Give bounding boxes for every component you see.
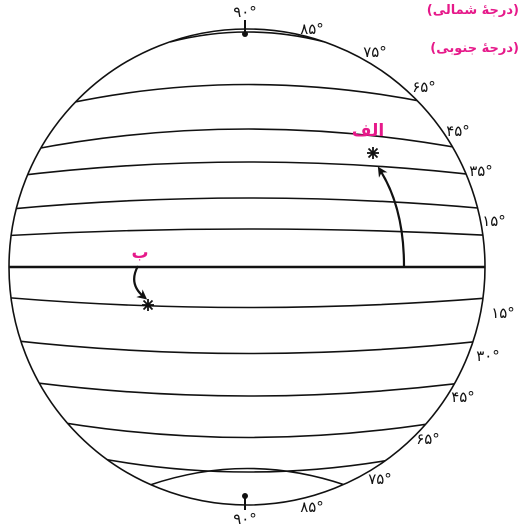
degree-label-s65: ۶۵°: [416, 430, 440, 448]
latitude-line-s65: [19, 414, 481, 439]
degree-label-bottom-pole: ۹۰°: [233, 510, 257, 526]
latitude-line-s85: [149, 467, 346, 486]
degree-label-n85: ۸۵°: [300, 20, 324, 38]
north-degree-note: (درجهٔ شمالی): [427, 3, 519, 18]
point-b-arrow: [133, 265, 148, 300]
point-a-label: الف: [352, 121, 384, 141]
point-b-label: ب: [131, 243, 148, 263]
latitude-line-n35: [9, 197, 485, 211]
south-degree-note: (درجهٔ جنوبی): [430, 41, 519, 56]
degree-label-n45: ۴۵°: [446, 122, 470, 140]
latitude-line-s45: [9, 377, 485, 397]
latitude-line-n65: [29, 128, 471, 151]
degree-label-s15: ۱۵°: [491, 304, 515, 322]
north-pole-marker: [242, 20, 248, 37]
latitude-line-s15: [9, 296, 485, 309]
latitude-line-n75: [69, 83, 431, 104]
degree-label-s30: ۳۰°: [476, 347, 500, 365]
latitude-line-n15: [9, 228, 485, 237]
latitude-lines: [9, 31, 485, 486]
latitude-line-s30: [9, 338, 485, 355]
degree-label-s85: ۸۵°: [300, 498, 324, 516]
point-a-arrow: [377, 166, 406, 267]
point-a-marker: [367, 147, 379, 159]
degree-label-n75: ۷۵°: [363, 43, 387, 61]
degree-label-s45: ۴۵°: [451, 388, 475, 406]
degree-label-n15: ۱۵°: [482, 212, 506, 230]
degree-label-n35: ۳۵°: [469, 162, 493, 180]
degree-label-n65: ۶۵°: [412, 78, 436, 96]
degree-label-top-pole: ۹۰°: [233, 3, 257, 21]
south-pole-marker: [242, 493, 248, 510]
point-b-marker: [142, 299, 154, 311]
degree-label-s75: ۷۵°: [368, 470, 392, 488]
latitude-line-n45: [9, 161, 485, 179]
